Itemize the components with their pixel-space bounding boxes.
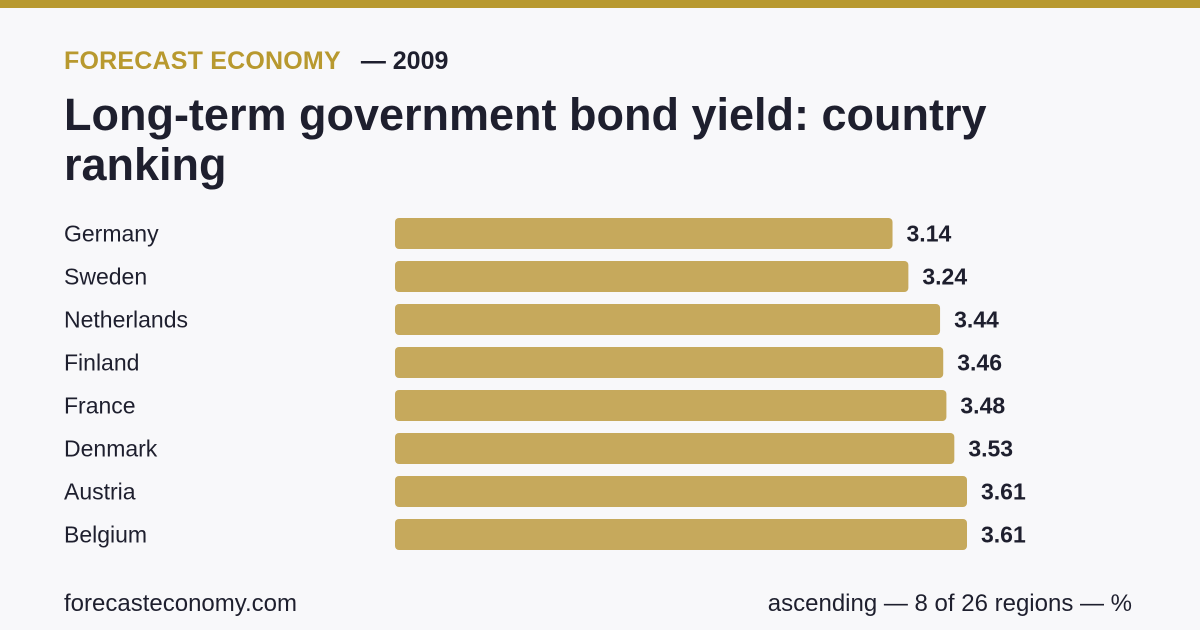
bar	[395, 433, 955, 464]
footer-note: ascending — 8 of 26 regions — %	[767, 590, 1132, 617]
value-label: 3.46	[957, 350, 1002, 376]
top-accent-bar	[0, 0, 1200, 8]
value-label: 3.53	[968, 436, 1013, 462]
value-label: 3.61	[981, 479, 1026, 505]
bar	[395, 261, 909, 292]
bar	[395, 304, 941, 335]
value-label: 3.44	[954, 307, 999, 333]
category-label: Sweden	[64, 264, 147, 290]
category-label: Denmark	[64, 436, 158, 462]
kicker: FORECAST ECONOMY — 2009	[64, 46, 448, 76]
bar	[395, 347, 944, 378]
category-label: Austria	[64, 479, 136, 505]
value-label: 3.24	[922, 264, 967, 290]
bar	[395, 476, 967, 507]
chart-title: Long-term government bond yield: country…	[64, 89, 987, 190]
value-label: 3.48	[960, 393, 1005, 419]
bar	[395, 519, 967, 550]
value-label: 3.14	[907, 221, 952, 247]
bar	[395, 390, 947, 421]
category-label: Belgium	[64, 522, 147, 548]
brand-name: FORECAST ECONOMY	[64, 46, 341, 75]
category-label: France	[64, 393, 136, 419]
year-label: — 2009	[360, 46, 449, 75]
category-label: Finland	[64, 350, 139, 376]
value-label: 3.61	[981, 522, 1026, 548]
footer-site: forecasteconomy.com	[64, 590, 297, 617]
category-label: Netherlands	[64, 307, 188, 333]
bar	[395, 218, 893, 249]
category-label: Germany	[64, 221, 159, 247]
